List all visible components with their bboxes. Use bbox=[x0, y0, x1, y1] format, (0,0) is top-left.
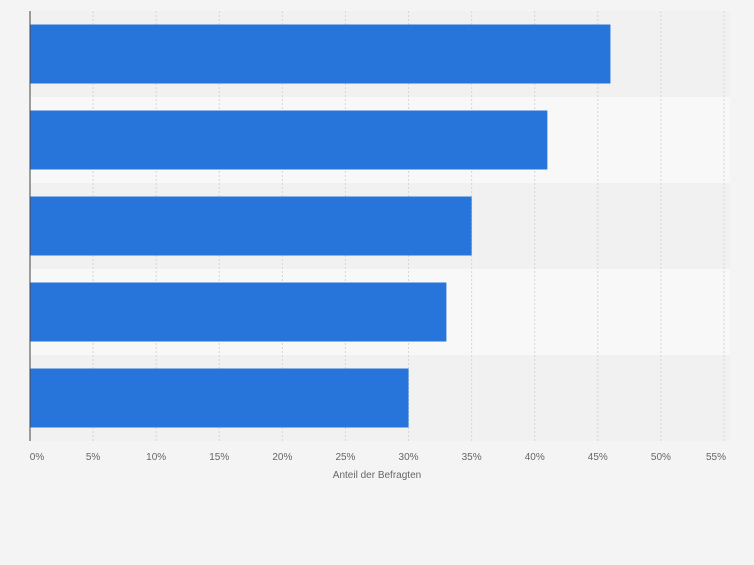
x-axis-title: Anteil der Befragten bbox=[333, 470, 421, 481]
x-tick-label: 30% bbox=[399, 452, 419, 463]
bar bbox=[30, 24, 611, 84]
x-tick-label: 15% bbox=[209, 452, 229, 463]
bar bbox=[30, 196, 472, 256]
x-tick-label: 20% bbox=[272, 452, 292, 463]
x-axis-ticks: 0% 5% 10% 15% 20% 25% 30% 35% 40% 45% 50% 55% bbox=[30, 452, 726, 463]
x-tick-label: 0% bbox=[30, 452, 45, 463]
x-tick-label: 50% bbox=[651, 452, 671, 463]
bars bbox=[30, 24, 611, 428]
x-tick-label: 25% bbox=[335, 452, 355, 463]
bar bbox=[30, 282, 447, 342]
x-tick-label: 40% bbox=[525, 452, 545, 463]
bar bbox=[30, 368, 409, 428]
x-tick-label: 10% bbox=[146, 452, 166, 463]
bar bbox=[30, 110, 548, 170]
x-tick-label: 45% bbox=[588, 452, 608, 463]
x-tick-label: 5% bbox=[86, 452, 101, 463]
x-tick-label: 55% bbox=[706, 452, 726, 463]
x-tick-label: 35% bbox=[462, 452, 482, 463]
